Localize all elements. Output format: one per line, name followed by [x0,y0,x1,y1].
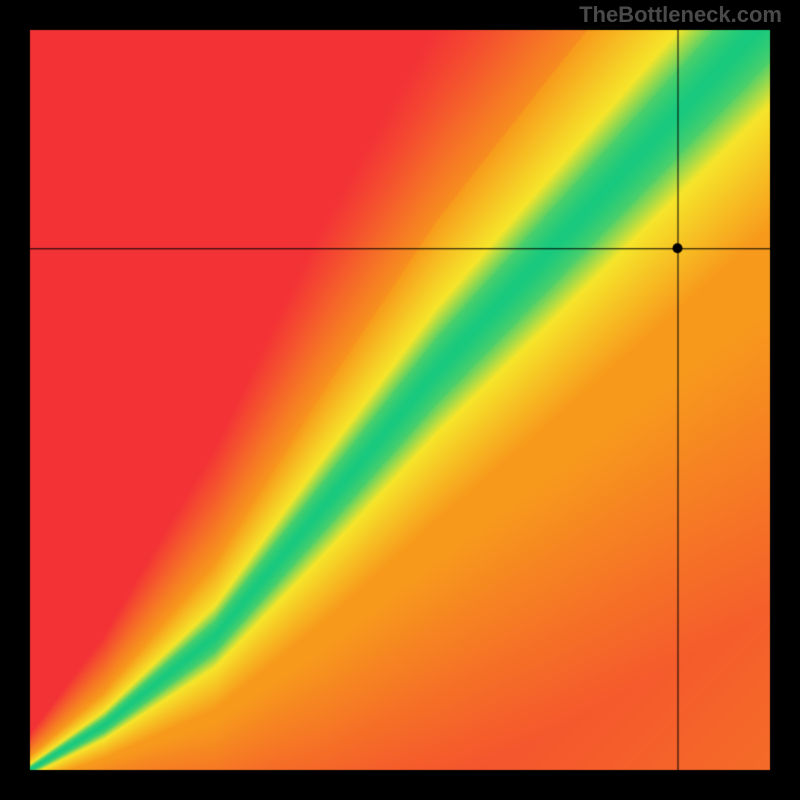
bottleneck-heatmap [0,0,800,800]
watermark-text: TheBottleneck.com [579,2,782,28]
